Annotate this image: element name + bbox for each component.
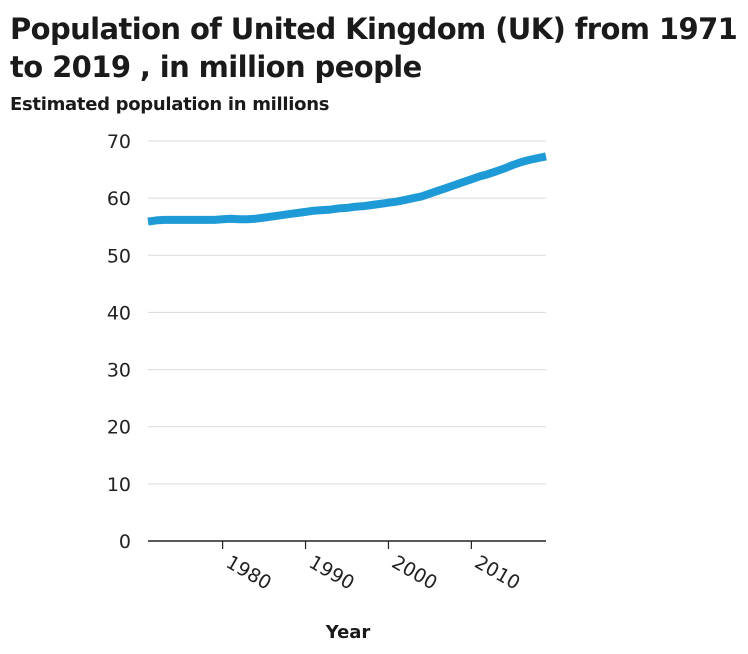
x-tick-label: 1980: [222, 551, 275, 594]
x-axis-label: Year: [325, 622, 371, 643]
x-tick-label: 2000: [388, 551, 441, 594]
series-line: [147, 152, 547, 226]
x-tick-label: 2010: [471, 551, 524, 594]
y-tick-label: 10: [107, 474, 131, 496]
y-tick-label: 50: [107, 245, 131, 267]
x-tick-labels: 1980 1990 2000 2010: [222, 541, 524, 595]
y-tick-label: 0: [119, 531, 131, 553]
y-tick-label: 30: [107, 360, 131, 382]
gridlines: [148, 140, 546, 542]
y-tick-label: 60: [107, 188, 131, 210]
y-axis-label: Estimated population in millions: [10, 94, 330, 115]
y-tick-label: 40: [107, 302, 131, 324]
series-layer: [147, 152, 547, 226]
y-tick-label: 20: [107, 417, 131, 439]
x-tick-label: 1990: [305, 551, 358, 594]
y-tick-labels: 0 10 20 30 40 50 60 70: [107, 131, 131, 553]
chart-title: Population of United Kingdom (UK) from 1…: [10, 12, 738, 84]
y-tick-label: 70: [107, 131, 131, 153]
